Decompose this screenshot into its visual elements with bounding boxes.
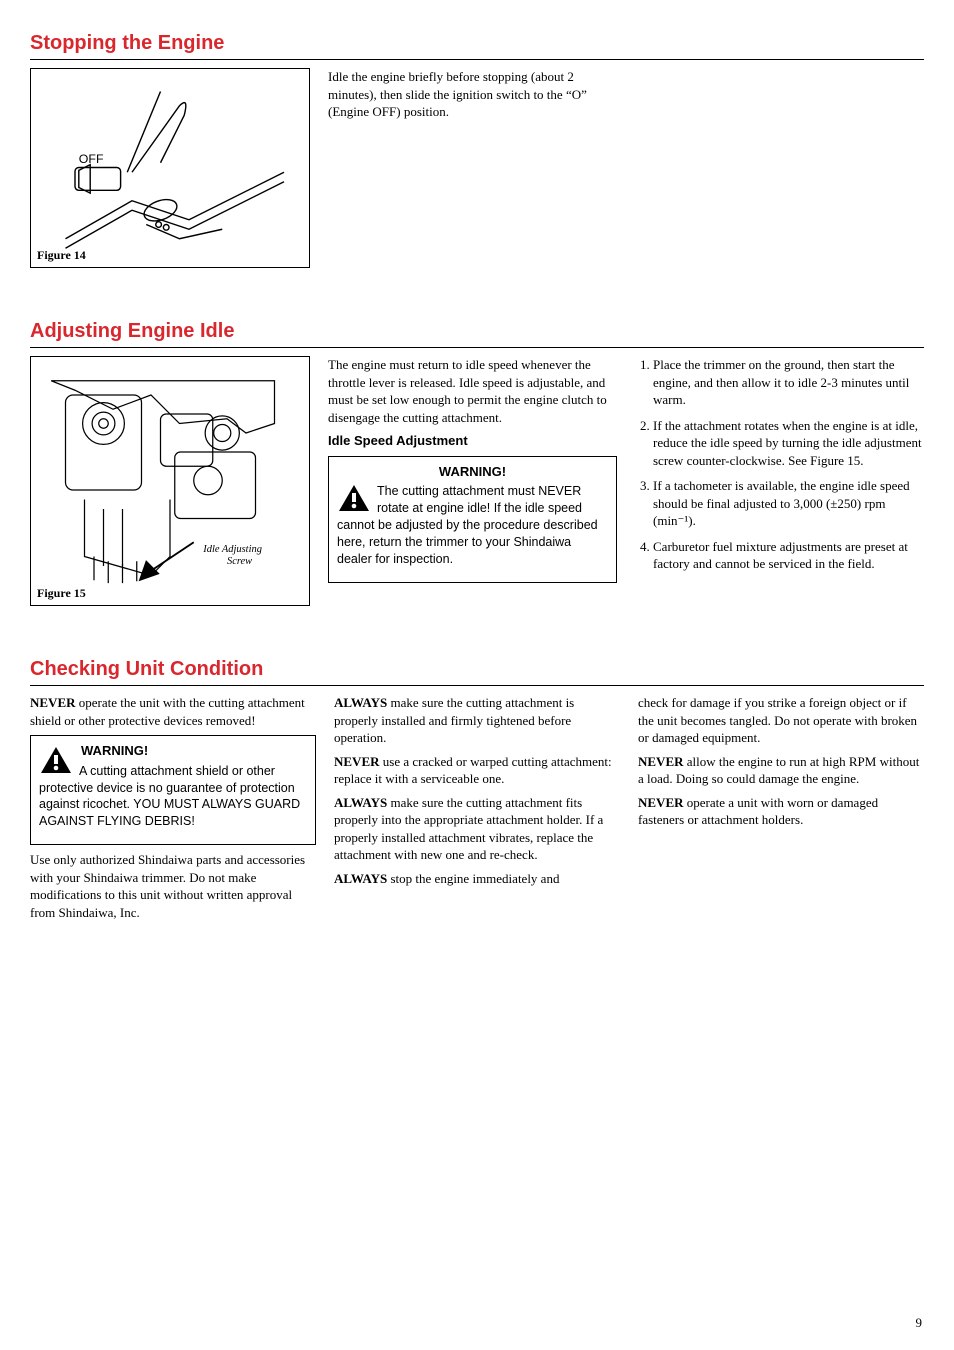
rule <box>30 59 924 60</box>
idle-label-1: Idle Adjusting <box>202 544 262 555</box>
step-1: Place the trimmer on the ground, then st… <box>653 356 924 409</box>
figure-14-caption: Figure 14 <box>37 247 86 263</box>
stopping-columns: OFF Figure 14 Idle the engine briefly be… <box>30 68 924 268</box>
heading-adjusting: Adjusting Engine Idle <box>30 318 924 345</box>
warning-shield-text: A cutting attachment shield or other pro… <box>39 763 307 831</box>
c2p3: ALWAYS make sure the cutting attachment … <box>334 794 620 864</box>
c3p3-strong: NEVER <box>638 795 684 810</box>
figure-15-svg: Idle Adjusting Screw <box>37 363 303 598</box>
c3p1: check for damage if you strike a foreign… <box>638 694 924 747</box>
checking-col1: NEVER operate the unit with the cutting … <box>30 694 316 927</box>
heading-checking: Checking Unit Condition <box>30 656 924 683</box>
idle-label-2: Screw <box>227 556 252 567</box>
checking-columns: NEVER operate the unit with the cutting … <box>30 694 924 927</box>
c2p3-strong: ALWAYS <box>334 795 387 810</box>
section-stopping-engine: Stopping the Engine <box>30 30 924 268</box>
rule <box>30 347 924 348</box>
step-3: If a tachometer is available, the engine… <box>653 477 924 530</box>
adjusting-intro: The engine must return to idle speed whe… <box>328 356 617 426</box>
c2p4-strong: ALWAYS <box>334 871 387 886</box>
c1p2: Use only authorized Shindaiwa parts and … <box>30 851 316 921</box>
figure-14-box: OFF Figure 14 <box>30 68 310 268</box>
warning-shield-title: WARNING! <box>39 742 307 760</box>
c1p1: NEVER operate the unit with the cutting … <box>30 694 316 729</box>
adjusting-middle-col: The engine must return to idle speed whe… <box>328 356 617 606</box>
figure-14-col: OFF Figure 14 <box>30 68 310 268</box>
idle-steps: Place the trimmer on the ground, then st… <box>635 356 924 573</box>
rule <box>30 685 924 686</box>
figure-15-box: Idle Adjusting Screw Figure 15 <box>30 356 310 606</box>
c3p2-strong: NEVER <box>638 754 684 769</box>
step-4: Carburetor fuel mixture adjustments are … <box>653 538 924 573</box>
step-2: If the attachment rotates when the engin… <box>653 417 924 470</box>
stopping-empty-col <box>626 68 924 268</box>
c2p1: ALWAYS make sure the cutting attachment … <box>334 694 620 747</box>
page-number: 9 <box>916 1314 923 1332</box>
figure-14-svg: OFF <box>37 75 303 260</box>
c2p2-strong: NEVER <box>334 754 380 769</box>
warning-idle: WARNING! The cutting attachment must NEV… <box>328 456 617 583</box>
figure-15-caption: Figure 15 <box>37 585 86 601</box>
warning-idle-text: The cutting attachment must NEVER rotate… <box>337 483 608 567</box>
warning-icon <box>337 483 371 513</box>
c2p1-strong: ALWAYS <box>334 695 387 710</box>
c2p4-rest: stop the engine immediately and <box>387 871 559 886</box>
c1p1-strong: NEVER <box>30 695 76 710</box>
c3p2: NEVER allow the engine to run at high RP… <box>638 753 924 788</box>
stopping-text-col: Idle the engine briefly before stopping … <box>328 68 608 268</box>
figure-15-col: Idle Adjusting Screw Figure 15 <box>30 356 310 606</box>
section-adjusting-idle: Adjusting Engine Idle <box>30 318 924 606</box>
stopping-paragraph: Idle the engine briefly before stopping … <box>328 68 608 121</box>
idle-speed-subhead: Idle Speed Adjustment <box>328 432 617 450</box>
off-label: OFF <box>79 152 104 166</box>
section-checking-condition: Checking Unit Condition NEVER operate th… <box>30 656 924 927</box>
warning-idle-title: WARNING! <box>337 463 608 481</box>
warning-shield: WARNING! A cutting attachment shield or … <box>30 735 316 845</box>
c2p4: ALWAYS stop the engine immediately and <box>334 870 620 888</box>
adjusting-columns: Idle Adjusting Screw Figure 15 The engin… <box>30 356 924 606</box>
c3p3: NEVER operate a unit with worn or damage… <box>638 794 924 829</box>
warning-icon <box>39 745 73 775</box>
heading-stopping: Stopping the Engine <box>30 30 924 57</box>
checking-col2: ALWAYS make sure the cutting attachment … <box>334 694 620 927</box>
adjusting-right-col: Place the trimmer on the ground, then st… <box>635 356 924 606</box>
checking-col3: check for damage if you strike a foreign… <box>638 694 924 927</box>
c2p2: NEVER use a cracked or warped cutting at… <box>334 753 620 788</box>
